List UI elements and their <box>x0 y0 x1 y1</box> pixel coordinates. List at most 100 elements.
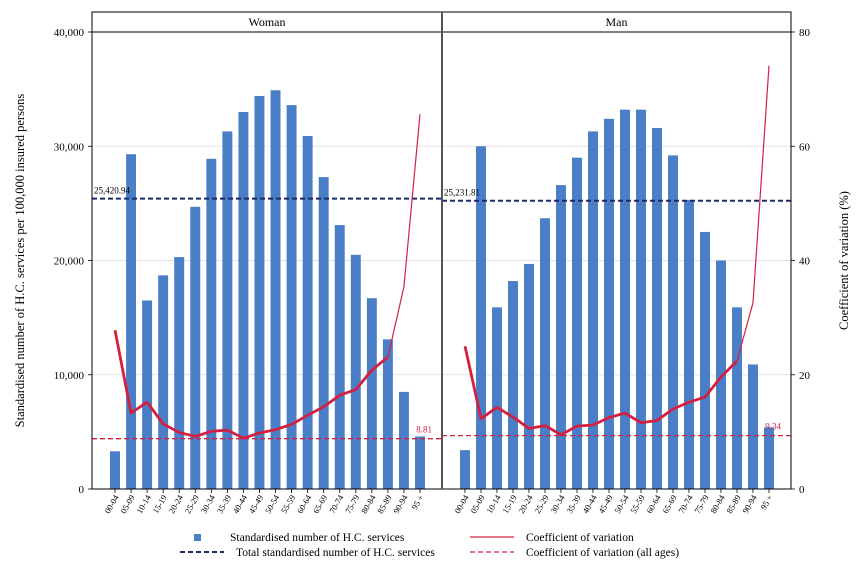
xtick-label-man-8: 40-44 <box>580 492 599 515</box>
bar-woman-60-64 <box>302 135 313 489</box>
bar-woman-25-29 <box>190 206 201 490</box>
xtick-label-man-19: 95 + <box>758 493 774 512</box>
xtick-label-man-15: 75-79 <box>692 493 711 515</box>
total-label-woman: 25,420.94 <box>94 186 131 196</box>
bar-man-20-24 <box>524 263 534 489</box>
legend-label-cv-all-line: Coefficient of variation (all ages) <box>526 547 679 559</box>
bar-woman-95+ <box>415 436 425 489</box>
xtick-label-man-2: 10-14 <box>484 492 503 515</box>
xtick-label-woman-16: 80-84 <box>359 492 378 515</box>
xtick-label-woman-6: 30-34 <box>198 492 217 515</box>
bar-woman-05-09 <box>126 154 137 489</box>
xtick-label-woman-9: 45-49 <box>247 493 266 515</box>
xtick-label-woman-14: 70-74 <box>327 492 346 515</box>
legend-label-total-line: Total standardised number of H.C. servic… <box>236 547 435 559</box>
bar-man-65-69 <box>668 155 678 489</box>
xtick-label-woman-0: 00-04 <box>102 492 121 515</box>
xtick-label-man-1: 05-09 <box>468 493 487 515</box>
bar-woman-75-79 <box>350 254 361 489</box>
xtick-label-man-7: 35-39 <box>564 493 583 515</box>
xtick-label-woman-17: 85-89 <box>375 493 394 515</box>
bar-woman-70-74 <box>334 225 345 489</box>
bar-woman-80-84 <box>366 298 377 489</box>
bar-man-95+ <box>764 427 774 489</box>
xtick-label-man-3: 15-19 <box>500 493 519 515</box>
panel-title-woman: Woman <box>248 15 285 29</box>
bar-man-25-29 <box>540 218 550 490</box>
bar-man-70-74 <box>684 199 694 489</box>
bar-woman-65-69 <box>318 177 329 489</box>
bar-woman-00-04 <box>110 451 120 489</box>
bar-woman-50-54 <box>270 90 281 489</box>
ytick-right-label-4: 80 <box>799 27 811 39</box>
xtick-label-woman-5: 25-29 <box>182 493 201 515</box>
xtick-label-woman-19: 95 + <box>409 493 425 512</box>
xtick-label-woman-13: 65-69 <box>311 493 330 515</box>
legend-label-bars: Standardised number of H.C. services <box>230 532 405 544</box>
ytick-right-label-1: 20 <box>799 370 811 382</box>
bar-woman-55-59 <box>286 105 297 490</box>
xtick-label-man-16: 80-84 <box>708 492 727 515</box>
cv-all-label-man: 9.34 <box>765 422 781 432</box>
bar-man-00-04 <box>460 450 470 489</box>
ytick-right-label-3: 60 <box>799 141 811 153</box>
bar-man-10-14 <box>492 307 502 489</box>
cv-line-tail-woman <box>371 114 421 371</box>
xtick-label-woman-4: 20-24 <box>166 492 185 515</box>
bar-woman-85-89 <box>382 339 393 489</box>
bar-man-55-59 <box>636 109 646 489</box>
ytick-left-label-3: 30,000 <box>54 141 85 153</box>
xtick-label-man-11: 55-59 <box>628 493 647 515</box>
total-label-man: 25,231.81 <box>444 188 480 198</box>
bar-man-30-34 <box>556 185 566 489</box>
ytick-left-label-4: 40,000 <box>54 27 85 39</box>
bar-man-05-09 <box>476 146 486 489</box>
bar-man-45-49 <box>604 118 614 489</box>
xtick-label-man-0: 00-04 <box>452 492 471 515</box>
bar-woman-90-94 <box>398 391 409 489</box>
xtick-label-man-6: 30-34 <box>548 492 567 515</box>
bar-woman-40-44 <box>238 111 249 489</box>
ytick-left-label-1: 10,000 <box>54 370 85 382</box>
y-axis-right-title: Coefficient of variation (%) <box>837 191 851 330</box>
bar-man-80-84 <box>716 260 726 489</box>
y-axis-left-title: Standardised number of H.C. services per… <box>13 94 27 428</box>
xtick-label-woman-10: 50-54 <box>263 492 282 515</box>
bar-man-60-64 <box>652 127 662 489</box>
xtick-label-man-12: 60-64 <box>644 492 663 515</box>
xtick-label-woman-11: 55-59 <box>279 493 298 515</box>
legend-swatch-bars <box>194 534 201 541</box>
xtick-label-woman-15: 75-79 <box>343 493 362 515</box>
xtick-label-woman-7: 35-39 <box>215 493 234 515</box>
ytick-left-label-2: 20,000 <box>54 256 85 268</box>
panel-title-man: Man <box>606 15 628 29</box>
cv-all-label-woman: 8.81 <box>416 425 432 435</box>
bar-man-35-39 <box>572 157 582 490</box>
bar-woman-15-19 <box>158 275 169 489</box>
cv-line-woman <box>113 329 389 440</box>
xtick-label-woman-12: 60-64 <box>295 492 314 515</box>
xtick-label-man-17: 85-89 <box>724 493 743 515</box>
bar-man-15-19 <box>508 281 518 489</box>
ytick-right-label-0: 0 <box>799 484 805 496</box>
xtick-label-man-13: 65-69 <box>660 493 679 515</box>
bar-man-85-89 <box>732 307 742 489</box>
xtick-label-man-10: 50-54 <box>612 492 631 515</box>
bar-man-50-54 <box>620 109 630 489</box>
xtick-label-man-4: 20-24 <box>516 492 535 515</box>
cv-line-tail-man <box>720 65 770 378</box>
cv-line-man <box>463 345 738 437</box>
xtick-label-woman-2: 10-14 <box>134 492 153 515</box>
bar-man-90-94 <box>748 364 758 489</box>
ytick-right-label-2: 40 <box>799 256 811 268</box>
xtick-label-woman-1: 05-09 <box>118 493 137 515</box>
xtick-label-woman-3: 15-19 <box>150 493 169 515</box>
xtick-label-woman-18: 90-94 <box>391 492 410 515</box>
xtick-label-man-14: 70-74 <box>676 492 695 515</box>
xtick-label-man-5: 25-29 <box>532 493 551 515</box>
bar-woman-45-49 <box>254 95 265 489</box>
bar-woman-30-34 <box>206 158 217 489</box>
xtick-label-man-9: 45-49 <box>596 493 615 515</box>
